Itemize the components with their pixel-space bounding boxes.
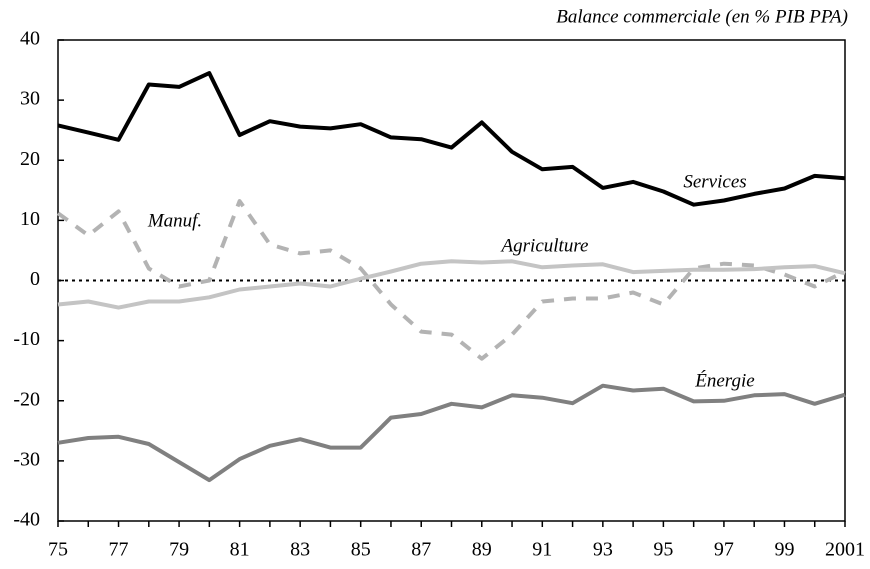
series-label: Manuf. bbox=[147, 210, 202, 231]
x-tick-label: 95 bbox=[653, 539, 673, 561]
x-tick-label: 79 bbox=[169, 539, 189, 561]
y-tick-label: 10 bbox=[20, 208, 40, 230]
series-line bbox=[57, 259, 846, 310]
y-tick-label: -40 bbox=[13, 509, 40, 531]
x-tick-label: 87 bbox=[411, 539, 431, 561]
x-tick-label: 97 bbox=[714, 539, 734, 561]
chart-title: Balance commerciale (en % PIB PPA) bbox=[556, 6, 848, 27]
series-label: Énergie bbox=[694, 369, 754, 391]
series-line bbox=[57, 71, 846, 207]
x-tick-label: 81 bbox=[230, 539, 250, 561]
x-tick-label: 93 bbox=[593, 539, 613, 561]
x-tick-label: 89 bbox=[472, 539, 492, 561]
y-tick-label: 30 bbox=[20, 88, 40, 110]
y-tick-label: -30 bbox=[13, 448, 40, 470]
y-tick-label: -20 bbox=[13, 388, 40, 410]
series-line bbox=[57, 383, 846, 483]
series-label: Services bbox=[683, 171, 746, 192]
x-tick-label: 77 bbox=[109, 539, 129, 561]
y-tick-label: 0 bbox=[30, 268, 40, 290]
x-tick-label: 75 bbox=[48, 539, 68, 561]
x-tick-label: 99 bbox=[774, 539, 794, 561]
x-tick-label: 91 bbox=[532, 539, 552, 561]
y-tick-label: -10 bbox=[13, 328, 40, 350]
x-tick-label: 2001 bbox=[825, 539, 865, 561]
series-line bbox=[56, 199, 846, 361]
series-label: Agriculture bbox=[500, 235, 589, 256]
y-tick-label: 40 bbox=[20, 28, 40, 50]
y-tick-label: 20 bbox=[20, 148, 40, 170]
x-tick-label: 83 bbox=[290, 539, 310, 561]
x-tick-label: 85 bbox=[351, 539, 371, 561]
